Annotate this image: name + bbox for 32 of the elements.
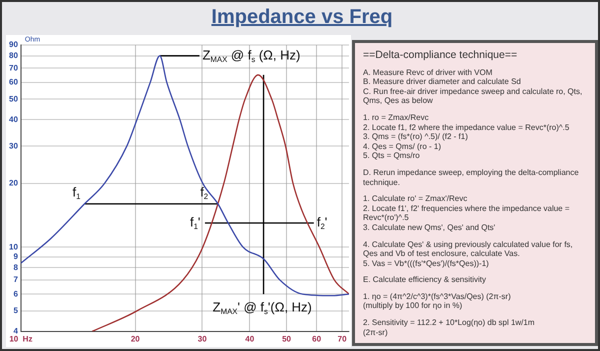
y-tick-label: 4	[13, 326, 18, 336]
y-tick-label: 7	[13, 275, 18, 284]
x-tick-label: 50	[282, 334, 292, 344]
chart-title: Impedance vs Freq	[210, 5, 394, 30]
text: E. Calculate efficiency & sensitivity	[363, 275, 488, 285]
y-tick-label: 60	[8, 78, 18, 86]
y-tick-label: 9	[13, 252, 18, 262]
y-tick-label: 80	[8, 51, 18, 60]
x-tick-label: 40	[245, 334, 255, 344]
x-tick-label: 10 Hz	[9, 334, 32, 344]
y-tick-label: 40	[8, 114, 18, 124]
y-tick-label: 6	[13, 289, 18, 298]
x-tick-label: 70	[338, 334, 348, 344]
text: 4. Calculate Qes' & using previously calculated value for fs, Qes and Vb of test enclosure, calculate Vas. 5. Vas = Vb*(((fs'*Qes')/(fs*Qes))-1)	[363, 240, 574, 268]
text: 1. Calculate ro' = Zmax'/Revc 2. Locate f1', f2' frequencies where the impedance value = Revc*(ro')^.5 3. Calculate new Qms', Qes' and Qts'	[363, 194, 571, 232]
text: 2. Sensitivity = 112.2 + 10*Log(ηo) db spl 1w/1m (2π-sr)	[363, 318, 536, 338]
y-tick-label: 30	[8, 141, 18, 150]
x-tick-label: 30	[198, 334, 208, 344]
y-tick-label: 50	[8, 94, 18, 104]
y-tick-label: 5	[13, 306, 18, 316]
y-tick-label: 8	[13, 262, 18, 272]
y-tick-label: 20	[8, 178, 18, 188]
y-tick-label: 70	[8, 63, 18, 72]
y-tick-label: 90	[8, 40, 18, 50]
text: ==Delta-compliance technique==	[363, 49, 518, 62]
x-tick-label: 60	[312, 334, 322, 344]
text: 1. ηo = (4π^2/c^3)*(fs^3*Vas/Qes) (2π-sr) (multiply by 100 for ηo in %)	[363, 292, 512, 312]
x-tick-label: 20	[130, 334, 140, 344]
text: 1. ro = Zmax/Revc 2. Locate f1, f2 where the impedance value = Revc*(ro)^.5 3. Qms = (fs*(ro) ^.5)/ (f2 - f1) 4. Qes = Qms/ (ro - 1) 5. Qts = Qms/ro	[363, 112, 570, 161]
text: A. Measure Revc of driver with VOM B. Measure driver diameter and calculate Sd C. Run free-air driver impedance sweep and calculate ro, Qts, Qms, Qes as below	[363, 68, 584, 106]
y-tick-label: 10	[8, 242, 18, 252]
text: D. Rerun impedance sweep, employing the delta-compliance technique.	[363, 168, 580, 188]
